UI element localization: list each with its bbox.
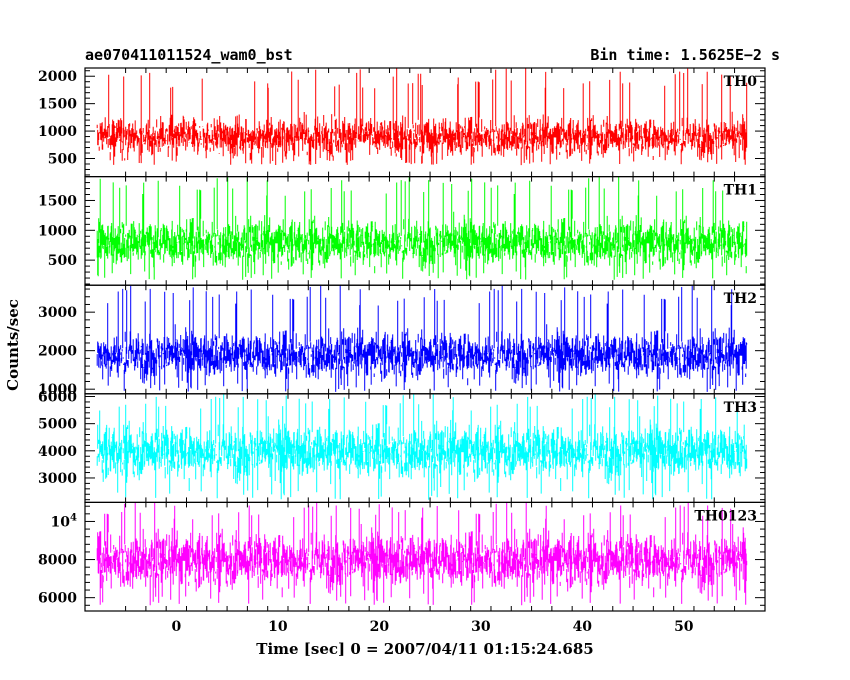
legend-label-th1: TH1 [724, 183, 757, 199]
x-tick-label: 40 [573, 619, 593, 635]
legend-label-th2: TH2 [724, 291, 757, 307]
series-line-th3 [96, 394, 748, 500]
data-layer [96, 68, 748, 606]
plot-title: ae070411011524_wam0_bst [85, 46, 293, 64]
y-tick-label: 500 [48, 253, 77, 269]
bin-time-label: Bin time: 1.5625E−2 s [590, 46, 780, 64]
x-tick-label: 10 [268, 619, 288, 635]
x-tick-label: 20 [370, 619, 390, 635]
y-tick-label: 1000 [38, 382, 77, 398]
panel-frames [84, 67, 766, 612]
panel-frame-th0123 [84, 501, 766, 612]
series-line-th0 [96, 68, 748, 166]
series-line-th0123 [96, 502, 748, 606]
y-tick-label: 2000 [38, 344, 77, 360]
legend-label-th3: TH3 [724, 400, 757, 416]
legend-label-th0: TH0 [724, 74, 758, 90]
x-tick-label: 50 [674, 619, 694, 635]
y-tick-label: 6000 [38, 591, 77, 607]
axis-ticks [85, 68, 765, 611]
y-tick-label: 1000 [38, 124, 77, 140]
legend-label-th0123: TH0123 [694, 508, 757, 524]
y-tick-label: 3000 [38, 471, 77, 487]
series-line-th1 [96, 176, 748, 280]
y-tick-label: 500 [48, 152, 77, 168]
x-tick-label: 0 [171, 619, 181, 635]
y-tick-label: 3000 [38, 305, 77, 321]
series-line-th2 [96, 285, 748, 392]
y-tick-label: 1000 [38, 223, 77, 239]
y-tick-label: 2000 [38, 69, 77, 85]
y-tick-label: 6000 [38, 390, 77, 406]
x-axis-label: Time [sec] 0 = 2007/04/11 01:15:24.685 [256, 640, 593, 658]
axis-labels: TH0500100015002000TH150010001500TH210002… [38, 69, 757, 635]
y-axis-label: Counts/sec [4, 299, 22, 391]
y-tick-label: 4000 [38, 444, 77, 460]
y-tick-label: 104 [51, 512, 77, 530]
x-tick-label: 30 [471, 619, 491, 635]
y-tick-label: 5000 [38, 417, 77, 433]
y-tick-label: 1500 [38, 193, 77, 209]
y-tick-label: 1500 [38, 97, 77, 113]
y-tick-label: 8000 [38, 553, 77, 569]
panel-frame-th0 [84, 67, 766, 178]
